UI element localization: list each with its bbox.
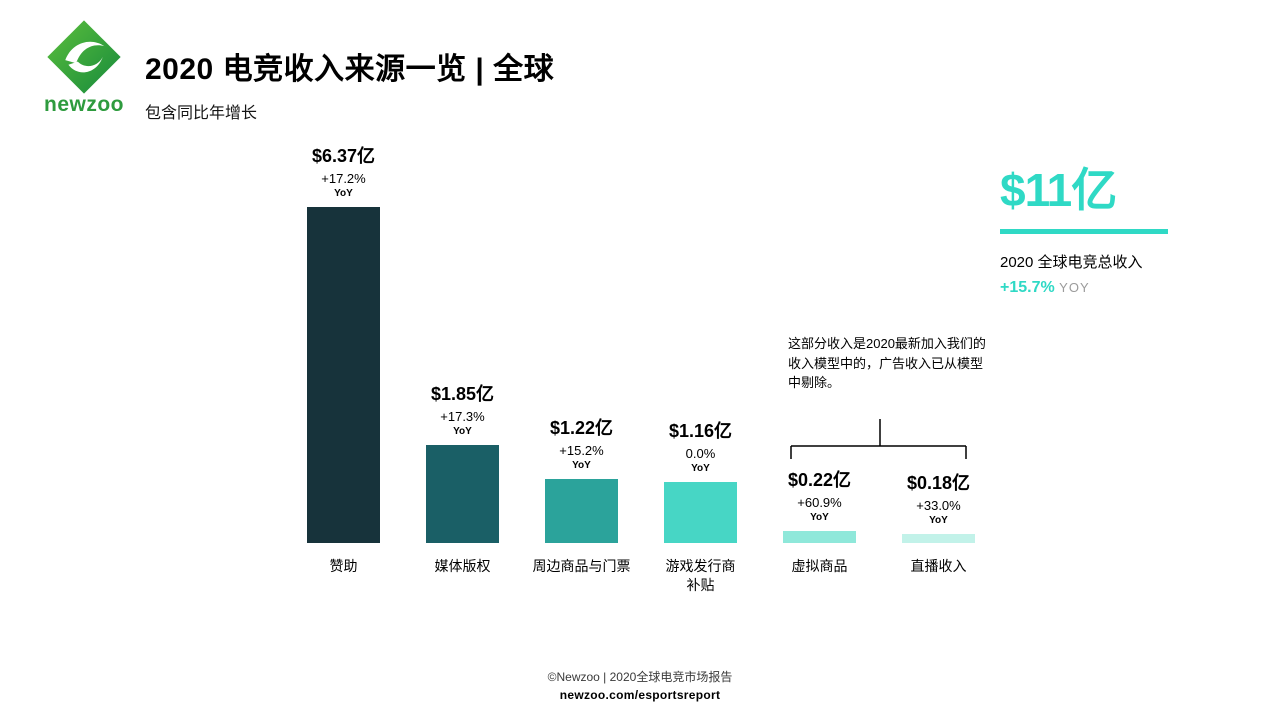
category-label-text: 游戏发行商 补贴 <box>665 558 736 593</box>
category-label: 媒体版权 <box>403 557 522 595</box>
total-yoy: +15.7% YOY <box>1000 279 1190 297</box>
bar-value: $0.18亿 <box>906 473 971 493</box>
bar-yoy-suffix: YoY <box>810 512 829 523</box>
brand-name: newzoo <box>44 93 124 116</box>
page-title: 2020 电竞收入来源一览 | 全球 <box>145 53 555 86</box>
bar <box>664 482 737 543</box>
footer-credit: ©Newzoo | 2020全球电竞市场报告 <box>547 670 733 684</box>
bar-column: $0.18亿 +33.0% YoY <box>879 469 998 543</box>
bar <box>783 531 856 543</box>
bar-value: $1.16亿 <box>668 421 733 441</box>
newzoo-logo: newzoo <box>34 18 134 117</box>
bar <box>902 534 975 543</box>
bar-yoy: +17.3% <box>440 409 485 424</box>
bracket-line <box>790 419 967 459</box>
category-label-text: 赞助 <box>329 558 358 574</box>
header: 2020 电竞收入来源一览 | 全球 包含同比年增长 <box>145 44 554 123</box>
categories-row: 赞助 媒体版权 周边商品与门票 游戏发行商 补贴 虚拟商品 直播收入 <box>284 557 998 595</box>
newzoo-logo-icon <box>47 20 121 94</box>
bar-column: $1.16亿 0.0% YoY <box>641 417 760 543</box>
bar-value-label: $1.16亿 0.0% YoY <box>669 417 732 474</box>
bar-yoy-suffix: YoY <box>691 463 710 474</box>
total-caption: 2020 全球电竞总收入 <box>1000 254 1143 271</box>
category-label: 周边商品与门票 <box>522 557 641 595</box>
bar-yoy: +15.2% <box>559 443 604 458</box>
bar <box>426 445 499 543</box>
bar-yoy-suffix: YoY <box>453 426 472 437</box>
category-label: 直播收入 <box>879 557 998 595</box>
category-label: 虚拟商品 <box>760 557 879 595</box>
chart-annotation: 这部分收入是2020最新加入我们的收入模型中的，广告收入已从模型中剔除。 <box>788 336 986 390</box>
bar-column: $0.22亿 +60.9% YoY <box>760 466 879 543</box>
category-label: 游戏发行商 补贴 <box>641 557 760 595</box>
bar-column: $1.85亿 +17.3% YoY <box>403 380 522 543</box>
bar-chart: $6.37亿 +17.2% YoY $1.85亿 +17.3% YoY $1.22亿 +15.… <box>284 145 998 595</box>
bar <box>545 479 618 543</box>
category-label: 赞助 <box>284 557 403 595</box>
category-label-text: 虚拟商品 <box>791 558 848 574</box>
total-summary: $11亿 2020 全球电竞总收入 +15.7% YOY <box>1000 154 1190 297</box>
bar-yoy-suffix: YoY <box>572 460 591 471</box>
category-label-text: 媒体版权 <box>434 558 491 574</box>
total-yoy-suffix: YOY <box>1059 280 1090 295</box>
bar-column: $6.37亿 +17.2% YoY <box>284 142 403 543</box>
total-yoy-value: +15.7% <box>1000 279 1055 296</box>
bar-yoy: +17.2% <box>321 171 366 186</box>
bar <box>307 207 380 543</box>
bar-column: $1.22亿 +15.2% YoY <box>522 414 641 543</box>
bars-row: $6.37亿 +17.2% YoY $1.85亿 +17.3% YoY $1.22亿 +15.… <box>284 145 998 543</box>
bar-value: $1.22亿 <box>549 418 614 438</box>
bar-value-label: $6.37亿 +17.2% YoY <box>312 142 375 199</box>
accent-underline <box>1000 229 1168 234</box>
footer: ©Newzoo | 2020全球电竞市场报告 newzoo.com/esport… <box>0 668 1280 702</box>
bar-yoy: +33.0% <box>916 498 961 513</box>
bar-value-label: $1.22亿 +15.2% YoY <box>550 414 613 471</box>
bar-value-label: $0.18亿 +33.0% YoY <box>907 469 970 526</box>
category-label-text: 直播收入 <box>910 558 967 574</box>
bar-yoy-suffix: YoY <box>929 515 948 526</box>
bar-yoy: +60.9% <box>797 495 842 510</box>
bar-value-label: $0.22亿 +60.9% YoY <box>788 466 851 523</box>
bar-yoy-suffix: YoY <box>334 188 353 199</box>
bar-value: $0.22亿 <box>787 470 852 490</box>
category-label-text: 周边商品与门票 <box>532 558 631 574</box>
footer-link: newzoo.com/esportsreport <box>559 688 721 702</box>
bar-value: $6.37亿 <box>311 146 376 166</box>
bar-yoy: 0.0% <box>685 446 716 461</box>
bar-value-label: $1.85亿 +17.3% YoY <box>431 380 494 437</box>
bar-value: $1.85亿 <box>430 384 495 404</box>
page-subtitle: 包含同比年增长 <box>145 105 258 122</box>
total-revenue: $11亿 <box>1000 164 1117 216</box>
